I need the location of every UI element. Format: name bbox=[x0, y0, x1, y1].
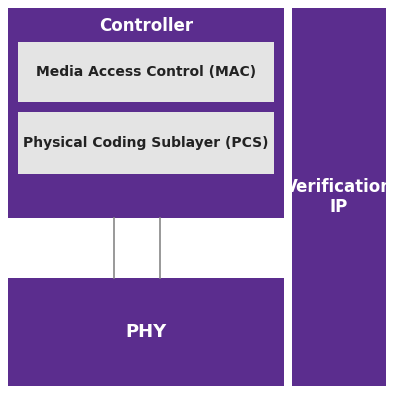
Bar bbox=[8, 8, 284, 218]
Text: Media Access Control (MAC): Media Access Control (MAC) bbox=[36, 65, 256, 79]
Text: Verification
IP: Verification IP bbox=[285, 178, 393, 216]
Bar bbox=[18, 112, 274, 174]
Text: PHY: PHY bbox=[125, 323, 167, 341]
Text: Physical Coding Sublayer (PCS): Physical Coding Sublayer (PCS) bbox=[23, 136, 269, 150]
Bar bbox=[18, 42, 274, 102]
Bar bbox=[8, 218, 284, 278]
Bar bbox=[8, 278, 284, 386]
Text: Controller: Controller bbox=[99, 17, 193, 35]
Bar bbox=[292, 8, 386, 386]
